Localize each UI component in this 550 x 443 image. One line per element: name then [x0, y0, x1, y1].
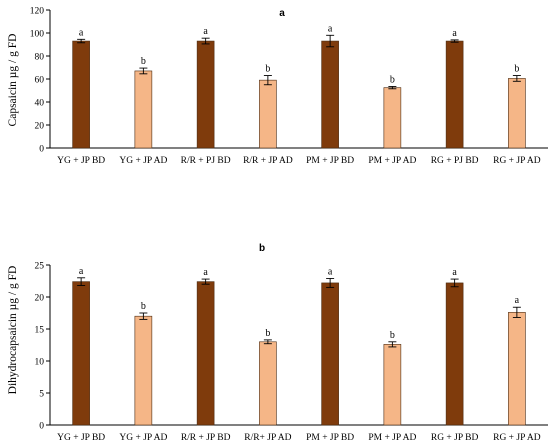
y-tick-label: 120 — [30, 7, 45, 17]
y-tick-label: 10 — [35, 358, 45, 368]
error-bar — [326, 34, 335, 48]
x-tick-label: YG + JP BD — [57, 156, 105, 166]
chart-dihydrocapsaicin: b Dihydrocapsaicin µg / g FD 0 5 10 15 20 25 Y… — [7, 243, 548, 443]
x-tick-label: RG + PJ BD — [431, 156, 479, 166]
y-tick-label: 20 — [35, 122, 45, 132]
bar — [508, 312, 526, 426]
error-bar — [326, 277, 335, 288]
significance-letter: a — [328, 23, 333, 34]
error-bar — [77, 38, 86, 44]
y-tick-label: 60 — [35, 76, 45, 86]
bar — [134, 70, 153, 149]
significance-letter: a — [203, 26, 208, 37]
error-bar — [139, 312, 148, 320]
error-bar — [388, 341, 397, 348]
bar — [72, 40, 90, 149]
significance-letter: a — [79, 27, 84, 38]
x-tick-label: PM + JP AD — [368, 433, 416, 443]
axes-dihydrocapsaicin: 0 5 10 15 20 25 YG + JP BD YG + JP AD R/R + JP B… — [35, 262, 548, 443]
y-tick-label: 25 — [35, 262, 45, 272]
significance-letter: a — [452, 28, 457, 39]
x-tick-label: RG + JP AD — [493, 156, 541, 166]
y-tick-label: 15 — [35, 326, 45, 336]
x-tick-label: YG + JP AD — [119, 433, 167, 443]
bars-dihydrocapsaicin: a b a b a b a a — [72, 266, 526, 426]
x-tick-label: PM + JP BD — [306, 433, 354, 443]
x-tick-label: R/R + PJ BD — [181, 156, 231, 166]
x-tick-label: RG + JP BD — [431, 433, 479, 443]
bar — [321, 282, 339, 426]
y-axis-label-dihydrocapsaicin: Dihydrocapsaicin µg / g FD — [7, 266, 19, 395]
panel-label-b: b — [259, 243, 265, 254]
bars-capsaicin: a b a b a b a b — [72, 23, 526, 149]
error-bar — [201, 278, 210, 285]
significance-letter: b — [141, 301, 146, 312]
error-bar — [512, 306, 521, 318]
x-tick-label: R/R + JP BD — [181, 433, 231, 443]
y-axis-label-capsaicin: Capsaicin µg / g FD — [7, 34, 19, 127]
bar — [383, 87, 402, 149]
chart-capsaicin: a Capsaicin µg / g FD 0 20 40 60 80 100 120 YG … — [7, 7, 548, 166]
significance-letter: a — [328, 266, 333, 277]
bar — [196, 40, 215, 149]
bar — [321, 40, 339, 149]
x-tick-label: RG + JP AD — [493, 433, 541, 443]
x-tick-label: R/R + JP AD — [243, 156, 293, 166]
bar — [196, 281, 215, 426]
y-tick-label: 0 — [39, 422, 44, 432]
error-bar — [77, 277, 86, 286]
y-tick-label: 80 — [35, 53, 45, 63]
y-tick-label: 100 — [30, 30, 45, 40]
bar — [445, 40, 464, 149]
error-bar — [201, 37, 210, 45]
significance-letter: a — [79, 266, 84, 277]
error-bar — [139, 67, 148, 75]
bar — [259, 341, 277, 426]
axes-capsaicin: 0 20 40 60 80 100 120 YG + JP BD YG + JP AD R/R +… — [30, 7, 548, 166]
bar — [508, 78, 526, 149]
y-tick-label: 40 — [35, 99, 45, 109]
y-tick-label: 5 — [39, 390, 44, 400]
bar — [134, 315, 153, 426]
panel-label-a: a — [279, 8, 285, 19]
significance-letter: a — [452, 267, 457, 278]
significance-letter: a — [203, 267, 208, 278]
bar — [445, 282, 464, 426]
y-tick-label: 0 — [39, 145, 44, 155]
bar — [259, 79, 277, 149]
error-bar — [263, 75, 272, 86]
x-tick-label: R/R+ JP AD — [244, 433, 291, 443]
significance-letter: b — [265, 328, 270, 339]
error-bar — [450, 278, 459, 288]
significance-letter: a — [515, 295, 520, 306]
error-bar — [388, 86, 397, 90]
error-bar — [263, 339, 272, 345]
x-tick-label: PM + JP AD — [368, 156, 416, 166]
y-tick-label: 20 — [35, 294, 45, 304]
significance-letter: b — [265, 64, 270, 75]
x-tick-label: YG + JP AD — [119, 156, 167, 166]
x-tick-label: YG + JP BD — [57, 433, 105, 443]
x-tick-label: PM + JP BD — [306, 156, 354, 166]
significance-letter: b — [390, 330, 395, 341]
error-bar — [512, 75, 521, 82]
bar — [72, 281, 90, 426]
significance-letter: b — [514, 64, 519, 75]
bar — [383, 344, 402, 426]
significance-letter: b — [390, 74, 395, 85]
error-bar — [450, 39, 459, 43]
significance-letter: b — [141, 56, 146, 67]
